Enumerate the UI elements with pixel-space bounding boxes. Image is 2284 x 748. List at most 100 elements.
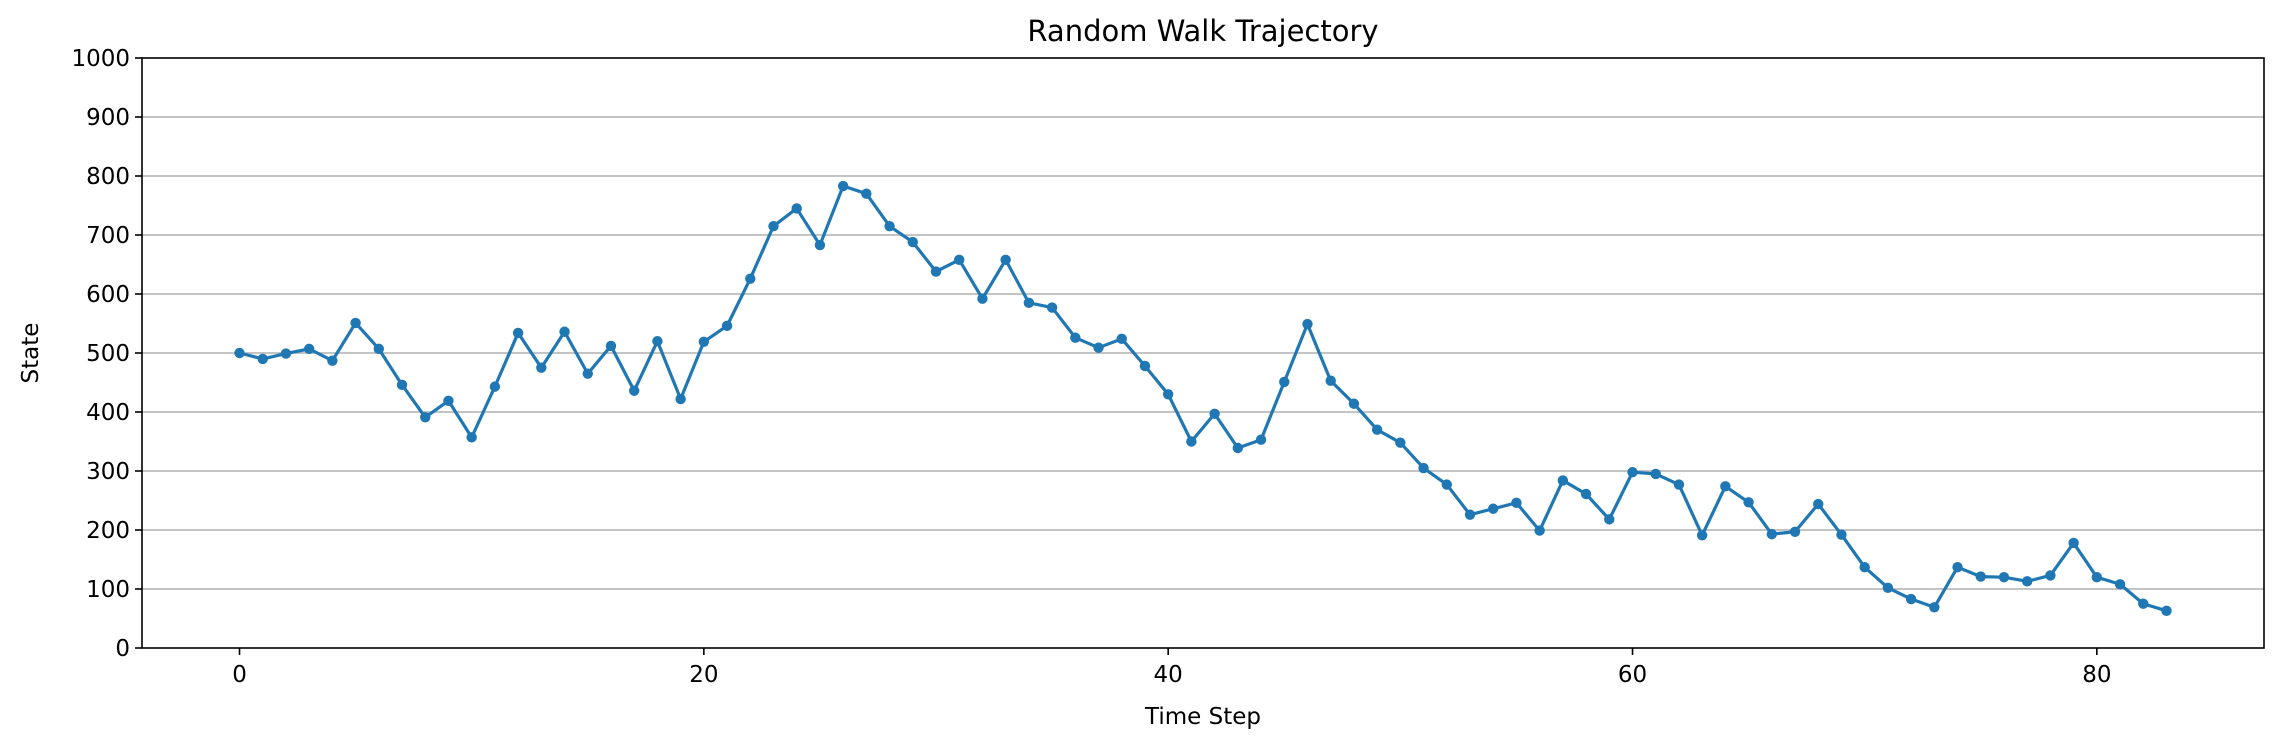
data-point [1371, 424, 1383, 435]
data-point [1813, 498, 1824, 510]
data-point [1604, 514, 1615, 525]
data-point [396, 379, 408, 391]
data-point [791, 203, 802, 214]
data-point [1232, 442, 1244, 454]
data-point [652, 336, 663, 347]
x-tick-label: 0 [232, 662, 247, 688]
data-point [2161, 605, 2172, 617]
y-tick-label: 500 [86, 341, 130, 367]
data-point [745, 273, 756, 284]
data-point [954, 254, 965, 265]
data-point [1209, 408, 1220, 419]
data-point [443, 395, 454, 406]
data-point [1325, 375, 1336, 386]
data-point [2114, 579, 2126, 590]
data-point [1511, 497, 1522, 509]
data-point [907, 236, 918, 248]
data-point [2068, 537, 2079, 549]
data-point [2045, 570, 2056, 581]
y-axis-label: State [18, 323, 44, 384]
y-tick-label: 200 [86, 518, 130, 544]
y-tick-label: 900 [86, 105, 130, 131]
data-point [698, 336, 710, 347]
series-line [239, 184, 2167, 613]
x-tick-label: 60 [1618, 662, 1647, 688]
data-point [1998, 572, 2010, 583]
y-tick-label: 600 [86, 282, 130, 308]
x-tick-label: 80 [2082, 662, 2111, 688]
data-point [814, 239, 826, 251]
x-axis-label: Time Step [1144, 704, 1261, 730]
data-point [350, 317, 361, 329]
data-point [1743, 497, 1754, 508]
data-point [2021, 576, 2033, 587]
data-point [2091, 572, 2103, 583]
data-point [1859, 561, 1870, 573]
data-point [1627, 466, 1638, 478]
data-point [1255, 434, 1267, 445]
data-point [1488, 503, 1499, 514]
data-point [536, 362, 547, 373]
data-point [1696, 530, 1708, 541]
data-point [884, 220, 895, 232]
data-point [1348, 398, 1360, 409]
data-point [303, 343, 315, 355]
y-tick-label: 800 [86, 164, 130, 190]
tick-layer: 0 100 200 300 400 500 600 700 800 900 1000 0 20 40 60 8… [71, 46, 2111, 688]
data-point [1093, 342, 1104, 353]
data-point [234, 347, 245, 359]
data-point [768, 220, 779, 232]
data-point [628, 385, 640, 396]
data-point [1975, 571, 1986, 582]
data-point [489, 381, 501, 392]
data-point [861, 188, 872, 199]
x-tick-label: 40 [1154, 662, 1183, 688]
y-tick-label: 700 [86, 223, 130, 249]
data-point [559, 326, 570, 337]
y-tick-label: 1000 [71, 46, 130, 72]
data-point [605, 340, 617, 352]
data-point [327, 355, 338, 366]
data-point [2138, 598, 2149, 609]
data-point [930, 266, 942, 277]
grid-layer [142, 116, 2264, 590]
data-point [1418, 462, 1429, 474]
data-point [1395, 437, 1406, 448]
data-point [257, 353, 268, 365]
data-point [1557, 475, 1569, 486]
y-tick-label: 300 [86, 459, 130, 485]
data-point [420, 412, 431, 423]
data-point [373, 343, 385, 355]
data-point [675, 393, 686, 405]
data-point [1139, 360, 1151, 372]
data-point [1070, 332, 1081, 343]
data-point [1464, 509, 1476, 520]
x-tick-label: 20 [689, 662, 718, 688]
data-point [1302, 318, 1313, 330]
data-point [1673, 479, 1685, 490]
chart-title: Random Walk Trajectory [1027, 14, 1378, 48]
data-point [1534, 525, 1545, 536]
data-point [1952, 561, 1963, 573]
data-point [512, 327, 524, 339]
data-point [1905, 593, 1917, 605]
data-point [1882, 582, 1894, 594]
y-tick-label: 0 [115, 636, 130, 662]
data-point [1720, 481, 1731, 492]
data-point [582, 368, 593, 379]
data-point [280, 348, 292, 359]
data-point [1116, 333, 1127, 345]
data-point [721, 320, 733, 332]
y-tick-label: 100 [86, 577, 130, 603]
data-point [466, 432, 477, 443]
data-point [1186, 436, 1197, 447]
data-point [1023, 297, 1035, 309]
data-point [977, 293, 988, 304]
data-point [1580, 488, 1592, 500]
data-point [837, 180, 849, 192]
data-point [1789, 526, 1801, 537]
data-point [1836, 529, 1847, 540]
data-point [1046, 302, 1058, 313]
data-point [1766, 528, 1778, 540]
